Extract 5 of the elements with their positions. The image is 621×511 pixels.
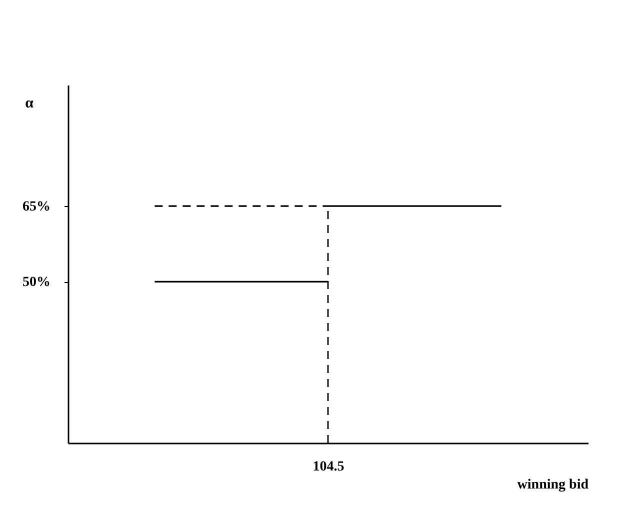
- x-axis-title: winning bid: [517, 478, 589, 492]
- y-axis-title: α: [25, 96, 34, 112]
- y-tick-label: 65%: [22, 200, 50, 215]
- x-tick-label: 104.5: [312, 460, 344, 474]
- y-tick-label: 50%: [22, 275, 50, 290]
